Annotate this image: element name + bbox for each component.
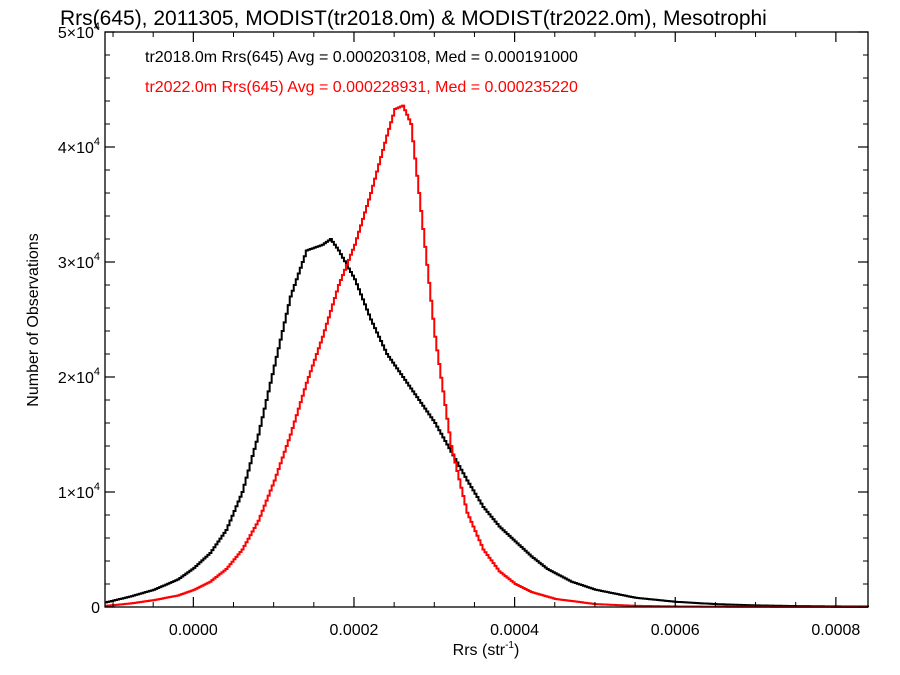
- y-axis-label: Number of Observations: [25, 233, 42, 406]
- x-axis-label-text: Rrs (str: [453, 642, 506, 659]
- y-tick-label: 2×104: [58, 366, 100, 387]
- series-1-step-line: [105, 238, 869, 608]
- plot-frame: [104, 31, 869, 608]
- annotation-series-2: tr2022.0m Rrs(645) Avg = 0.000228931, Me…: [145, 79, 578, 96]
- x-axis: 0.0000 0.0002 0.0004 0.0006 0.0008: [112, 32, 860, 639]
- x-axis-label-close: ): [514, 642, 519, 659]
- y-axis: 0 1×104 2×104 3×104 4×104 5×104: [58, 21, 868, 617]
- annotation-series-1: tr2018.0m Rrs(645) Avg = 0.000203108, Me…: [145, 49, 578, 66]
- y-tick-label: 5×104: [58, 21, 100, 42]
- x-tick-label: 0.0002: [330, 622, 379, 639]
- x-tick-label: 0.0008: [811, 622, 860, 639]
- x-tick-label: 0.0004: [490, 622, 539, 639]
- x-tick-label: 0.0006: [651, 622, 700, 639]
- y-tick-label: 1×104: [58, 481, 100, 502]
- y-tick-label: 3×104: [58, 251, 100, 272]
- x-tick-label: 0.0000: [169, 622, 218, 639]
- x-axis-label: Rrs (str-1): [453, 640, 520, 659]
- y-tick-label: 0: [91, 600, 100, 617]
- x-axis-label-exponent: -1: [505, 640, 514, 651]
- chart-title: Rrs(645), 2011305, MODIST(tr2018.0m) & M…: [60, 7, 767, 30]
- y-tick-label: 4×104: [58, 136, 100, 157]
